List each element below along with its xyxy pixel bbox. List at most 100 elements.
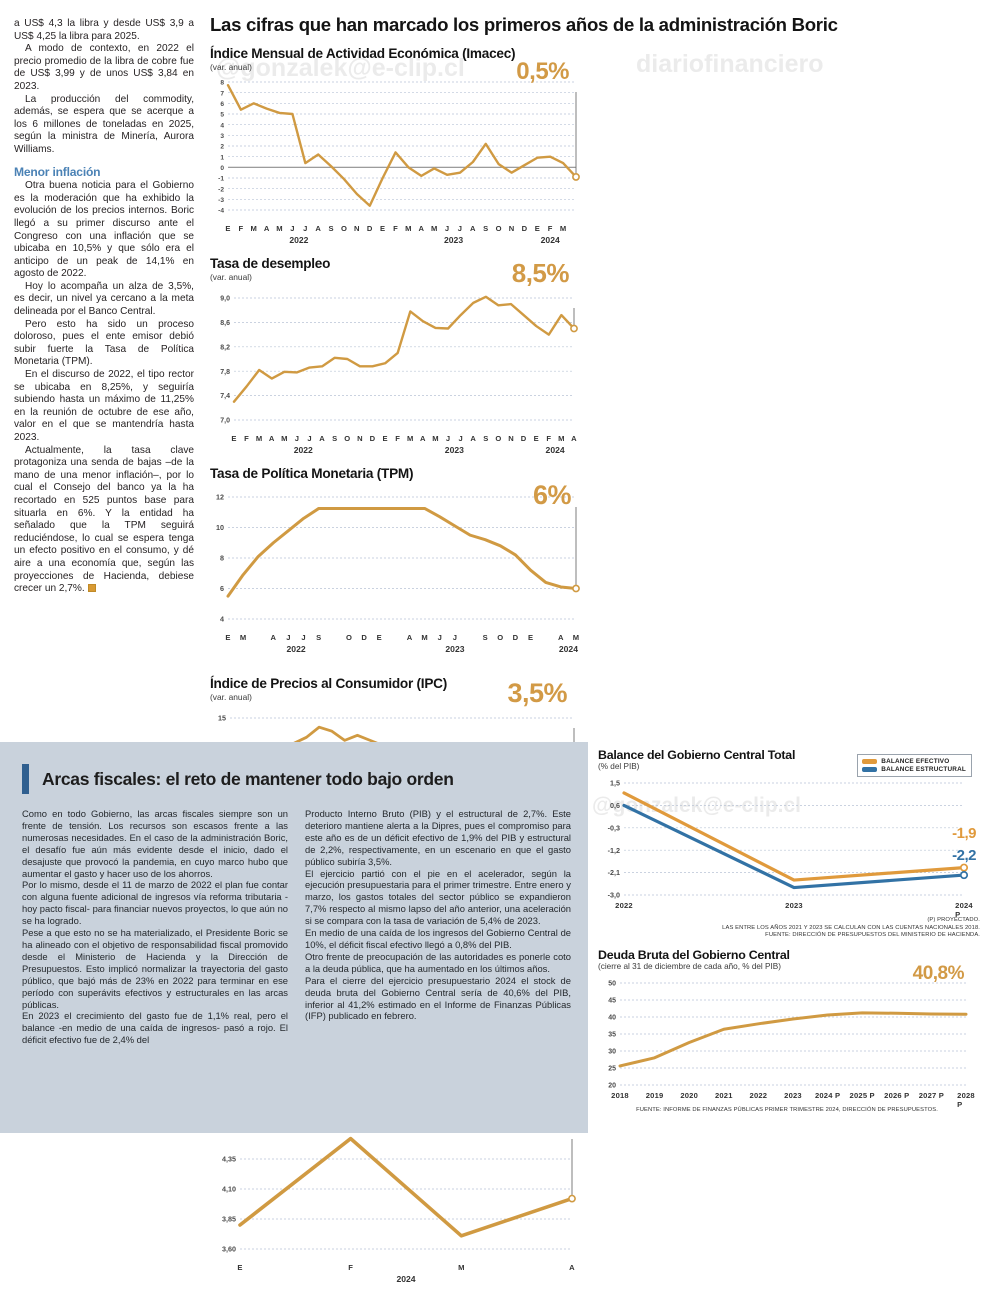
svg-text:4: 4 xyxy=(220,122,224,129)
article-paragraph: La producción del commodity, además, se … xyxy=(14,93,194,155)
chart-subtitle: (var. anual) xyxy=(210,62,252,72)
x-axis-label: O xyxy=(344,434,351,443)
fiscal-charts-column: @gonzalek@e-clip.cl Balance del Gobierno… xyxy=(588,742,988,1133)
svg-text:2: 2 xyxy=(220,144,224,151)
x-axis-label: A xyxy=(470,434,477,443)
x-axis-label: M xyxy=(250,224,258,233)
x-axis-label: M xyxy=(276,224,283,233)
chart-title: Deuda Bruta del Gobierno Central xyxy=(598,947,790,962)
x-axis-label: 2020 xyxy=(680,1090,699,1100)
x-axis: E F M A 2024 xyxy=(208,1263,586,1289)
x-axis-year: 2023 xyxy=(444,445,464,455)
x-axis-label: F xyxy=(238,224,244,233)
x-axis-label: 2018 xyxy=(611,1090,629,1100)
x-axis-label: N xyxy=(357,434,363,443)
svg-text:1,5: 1,5 xyxy=(610,779,620,788)
chart-callout-value: 8,5% xyxy=(511,258,570,288)
accent-bar xyxy=(22,764,29,794)
article-paragraph: a US$ 4,3 la libra y desde US$ 3,9 a US$… xyxy=(14,18,194,42)
svg-text:5: 5 xyxy=(220,112,224,119)
fiscal-headline-wrap: Arcas fiscales: el reto de mantener todo… xyxy=(22,764,572,794)
charts-column: Las cifras que han marcado los primeros … xyxy=(206,12,976,1284)
svg-text:-4: -4 xyxy=(218,208,224,214)
x-axis-label: J xyxy=(445,434,451,443)
x-axis-label: A xyxy=(418,224,425,233)
x-axis-label: A xyxy=(470,224,476,233)
svg-text:4,35: 4,35 xyxy=(222,1155,236,1164)
svg-text:15: 15 xyxy=(218,714,226,723)
chart-imacec: Índice Mensual de Actividad Económica (I… xyxy=(206,46,591,256)
fiscal-paragraph: Como en todo Gobierno, las arcas fiscale… xyxy=(22,808,288,879)
svg-text:0: 0 xyxy=(220,165,224,172)
x-axis: 2022 2023 2024 P xyxy=(594,901,980,919)
fiscal-article-panel: Arcas fiscales: el reto de mantener todo… xyxy=(0,742,588,1133)
chart-callout-value-estructural: -2,2 xyxy=(952,847,976,864)
x-axis-label: S xyxy=(328,224,334,233)
svg-text:3,60: 3,60 xyxy=(222,1245,236,1253)
article-paragraph: Pero esto ha sido un proceso doloroso, p… xyxy=(14,318,194,368)
x-axis-label: S xyxy=(316,633,322,642)
x-axis-label: F xyxy=(244,434,249,443)
chart-subtitle: (% del PIB) xyxy=(598,762,640,771)
x-axis-label: F xyxy=(546,434,552,443)
chart-callout-value: 6% xyxy=(532,480,572,510)
x-axis-year: 2022 xyxy=(289,235,309,245)
article-paragraph-last: Actualmente, la tasa clave protagoniza u… xyxy=(14,445,194,596)
svg-text:7,4: 7,4 xyxy=(220,393,230,400)
fiscal-paragraph: Otro frente de preocupación de las autor… xyxy=(305,950,571,974)
x-axis-label: F xyxy=(395,434,401,443)
fiscal-paragraph: Producto Interno Bruto (PIB) y el estruc… xyxy=(305,808,571,867)
x-axis-label: J xyxy=(452,633,458,642)
legend-label: BALANCE EFECTIVO xyxy=(881,758,950,765)
x-axis-label: 2024 P xyxy=(814,1090,841,1100)
x-axis-label: M xyxy=(255,434,263,443)
x-axis-label: A xyxy=(268,434,275,443)
chart-tpm: Tasa de Política Monetaria (TPM) 4 6 8 10 12… xyxy=(206,466,591,676)
end-mark-icon xyxy=(87,584,96,593)
x-axis-label: 2019 xyxy=(645,1090,664,1100)
x-axis: E M A J J S O D E A M J J S O D E A M 2022 2023 2024 xyxy=(208,633,586,659)
fiscal-paragraph: Para el cierre del ejercicio presupuesta… xyxy=(305,974,571,1022)
chart-title: Tasa de desempleo xyxy=(210,256,331,271)
svg-text:30: 30 xyxy=(608,1048,616,1055)
svg-text:35: 35 xyxy=(608,1031,616,1038)
x-axis-label: M xyxy=(430,224,438,233)
chart-desempleo: Tasa de desempleo (var. anual) 7,0 7,4 7,8… xyxy=(206,256,591,466)
x-axis-label: S xyxy=(332,434,338,443)
chart-legend: BALANCE EFECTIVO BALANCE ESTRUCTURAL xyxy=(857,754,972,777)
x-axis-year: 2023 xyxy=(445,644,465,654)
fiscal-paragraph: En medio de una caída de los ingresos de… xyxy=(305,927,571,950)
x-axis-label: E xyxy=(225,633,231,642)
x-axis-label: D xyxy=(521,224,528,233)
svg-text:10: 10 xyxy=(216,523,224,532)
x-axis-label: D xyxy=(520,434,527,443)
plot-area: 1,5 0,6 -0,3 -1,2 -2,1 -3,0 xyxy=(594,773,986,901)
x-axis-label: A xyxy=(571,434,577,443)
page-title: Las cifras que han marcado los primeros … xyxy=(210,14,838,35)
chart-callout-value: 3,5% xyxy=(507,678,567,708)
x-axis-label: 2026 P xyxy=(884,1090,910,1100)
chart-title: Índice de Precios al Consumidor (IPC) xyxy=(210,676,447,691)
x-axis-label: 2021 xyxy=(714,1090,733,1100)
chart-callout-value: 0,5% xyxy=(516,58,569,85)
fiscal-paragraph: Pese a que esto no se ha materializado, … xyxy=(22,927,288,1010)
x-axis-label: A xyxy=(569,1263,575,1272)
svg-text:-1: -1 xyxy=(218,176,224,183)
plot-area: 7,0 7,4 7,8 8,2 8,6 9,0 xyxy=(208,284,586,434)
svg-text:20: 20 xyxy=(608,1082,616,1089)
x-axis-label: E xyxy=(382,434,388,443)
x-axis-label: A xyxy=(263,224,270,233)
svg-text:12: 12 xyxy=(216,493,224,502)
article-paragraph: En el discurso de 2022, el tipo rector s… xyxy=(14,369,194,443)
x-axis-year: 2023 xyxy=(443,235,464,245)
x-axis-label: S xyxy=(483,434,489,443)
bottom-section: Arcas fiscales: el reto de mantener todo… xyxy=(0,742,988,1133)
x-axis-label: J xyxy=(303,224,308,233)
legend-item: BALANCE EFECTIVO xyxy=(862,758,966,765)
x-axis-label: E xyxy=(527,633,534,642)
legend-label: BALANCE ESTRUCTURAL xyxy=(881,766,966,773)
x-axis-label: O xyxy=(495,224,502,233)
x-axis-year: 2024 xyxy=(540,235,560,245)
svg-text:8: 8 xyxy=(220,554,224,563)
x-axis-label: E xyxy=(231,434,237,443)
